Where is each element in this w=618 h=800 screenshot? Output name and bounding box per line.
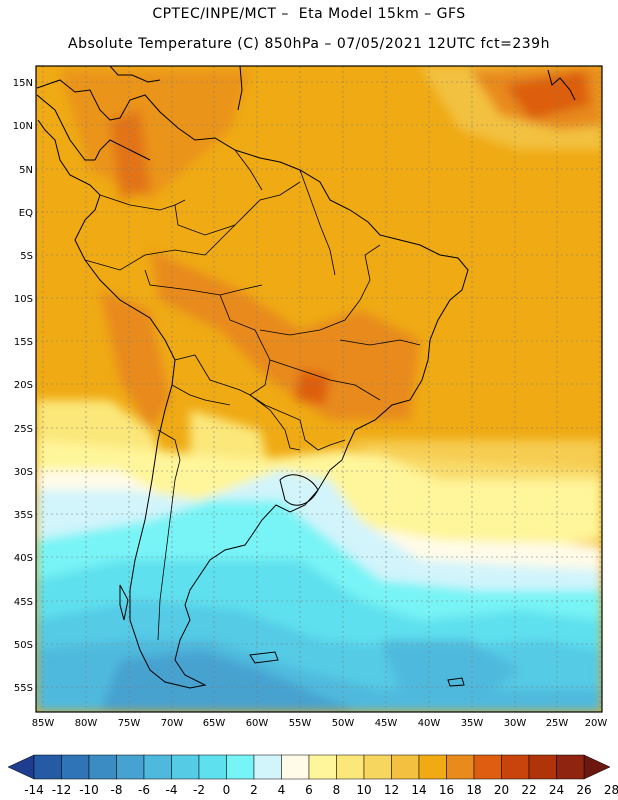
lat-label: 55S — [14, 683, 33, 694]
colorbar-label: -12 — [52, 783, 72, 797]
lat-label: 5N — [19, 165, 33, 176]
graticule — [36, 66, 602, 712]
colorbar-label: 26 — [576, 783, 591, 797]
colorbar-swatch — [473, 754, 502, 780]
lon-label: 50W — [332, 718, 355, 729]
colorbar-low-arrow — [7, 754, 35, 780]
longitude-axis: 85W 80W 75W 70W 65W 60W 55W 50W 45W 40W … — [32, 718, 608, 729]
lon-label: 65W — [203, 718, 226, 729]
lon-label: 60W — [246, 718, 269, 729]
chart-title-line-1: CPTEC/INPE/MCT – Eta Model 15km – GFS — [152, 6, 466, 22]
colorbar-label: -6 — [138, 783, 150, 797]
colorbar-swatch — [253, 754, 282, 780]
colorbar-label: 12 — [384, 783, 399, 797]
lon-label: 85W — [32, 718, 55, 729]
colorbar-label: 0 — [223, 783, 231, 797]
colorbar-label: -10 — [79, 783, 99, 797]
colorbar-swatch — [446, 754, 475, 780]
colorbar-swatch — [336, 754, 365, 780]
colorbar-swatch — [501, 754, 530, 780]
chart-title-line-2: Absolute Temperature (C) 850hPa – 07/05/… — [68, 36, 550, 52]
lat-label: 15N — [13, 78, 33, 89]
colorbar-legend: -14 -12 -10 -8 -6 -4 -2 0 2 4 6 8 10 12 14 16 18 20 22 24 26… — [7, 754, 618, 797]
lon-label: 35W — [461, 718, 484, 729]
country-borders — [84, 149, 421, 641]
lat-label: 45S — [14, 597, 33, 608]
lat-label: 25S — [14, 424, 33, 435]
lon-label: 55W — [289, 718, 312, 729]
colorbar-label: 18 — [466, 783, 481, 797]
lat-label: 20S — [14, 380, 33, 391]
colorbar-swatch — [171, 754, 200, 780]
central-america-outline — [36, 94, 95, 161]
colorbar-high-arrow — [583, 754, 611, 780]
colorbar-swatch — [391, 754, 420, 780]
lat-label: EQ — [19, 208, 33, 219]
lat-label: 10S — [14, 294, 33, 305]
coastlines — [36, 66, 576, 689]
colorbar-swatch — [281, 754, 310, 780]
colorbar-swatch — [88, 754, 117, 780]
lon-label: 75W — [118, 718, 141, 729]
colorbar-label: 8 — [333, 783, 341, 797]
lat-label: 10N — [13, 121, 33, 132]
lat-label: 15S — [14, 337, 33, 348]
colorbar-swatch — [226, 754, 255, 780]
colorbar-label: 14 — [411, 783, 426, 797]
latitude-axis: 15N 10N 5N EQ 5S 10S 15S 20S 25S 30S 35S… — [13, 78, 33, 694]
colorbar-label: -8 — [111, 783, 123, 797]
map-frame — [35, 65, 603, 713]
colorbar-label: -4 — [166, 783, 178, 797]
colorbar-label: 4 — [278, 783, 286, 797]
colorbar-swatch — [418, 754, 447, 780]
colorbar-swatch — [528, 754, 557, 780]
colorbar-swatch — [308, 754, 337, 780]
colorbar-label: -2 — [193, 783, 205, 797]
colorbar-label: 6 — [305, 783, 313, 797]
lon-label: 70W — [161, 718, 184, 729]
lon-label: 45W — [375, 718, 398, 729]
colorbar-swatch — [363, 754, 392, 780]
colorbar-label: -14 — [24, 783, 44, 797]
lon-label: 80W — [75, 718, 98, 729]
lon-label: 25W — [546, 718, 569, 729]
lat-label: 30S — [14, 467, 33, 478]
colorbar-swatch — [33, 754, 62, 780]
lat-label: 50S — [14, 640, 33, 651]
lon-label: 40W — [418, 718, 441, 729]
lat-label: 35S — [14, 510, 33, 521]
lat-label: 40S — [14, 553, 33, 564]
colorbar-label: 10 — [356, 783, 371, 797]
colorbar-label: 24 — [549, 783, 564, 797]
colorbar-label: 20 — [494, 783, 509, 797]
temperature-field — [36, 66, 602, 712]
lon-label: 30W — [504, 718, 527, 729]
colorbar-label: 2 — [250, 783, 258, 797]
lon-label: 20W — [585, 718, 608, 729]
lat-label: 5S — [20, 251, 33, 262]
colorbar-swatch — [143, 754, 172, 780]
colorbar-swatch — [116, 754, 145, 780]
colorbar-label: 28 — [604, 783, 618, 797]
colorbar-swatch — [61, 754, 90, 780]
colorbar-label: 22 — [521, 783, 536, 797]
colorbar-swatch — [198, 754, 227, 780]
south-america-outline — [36, 79, 469, 689]
colorbar-label: 16 — [439, 783, 454, 797]
colorbar-swatch — [556, 754, 585, 780]
